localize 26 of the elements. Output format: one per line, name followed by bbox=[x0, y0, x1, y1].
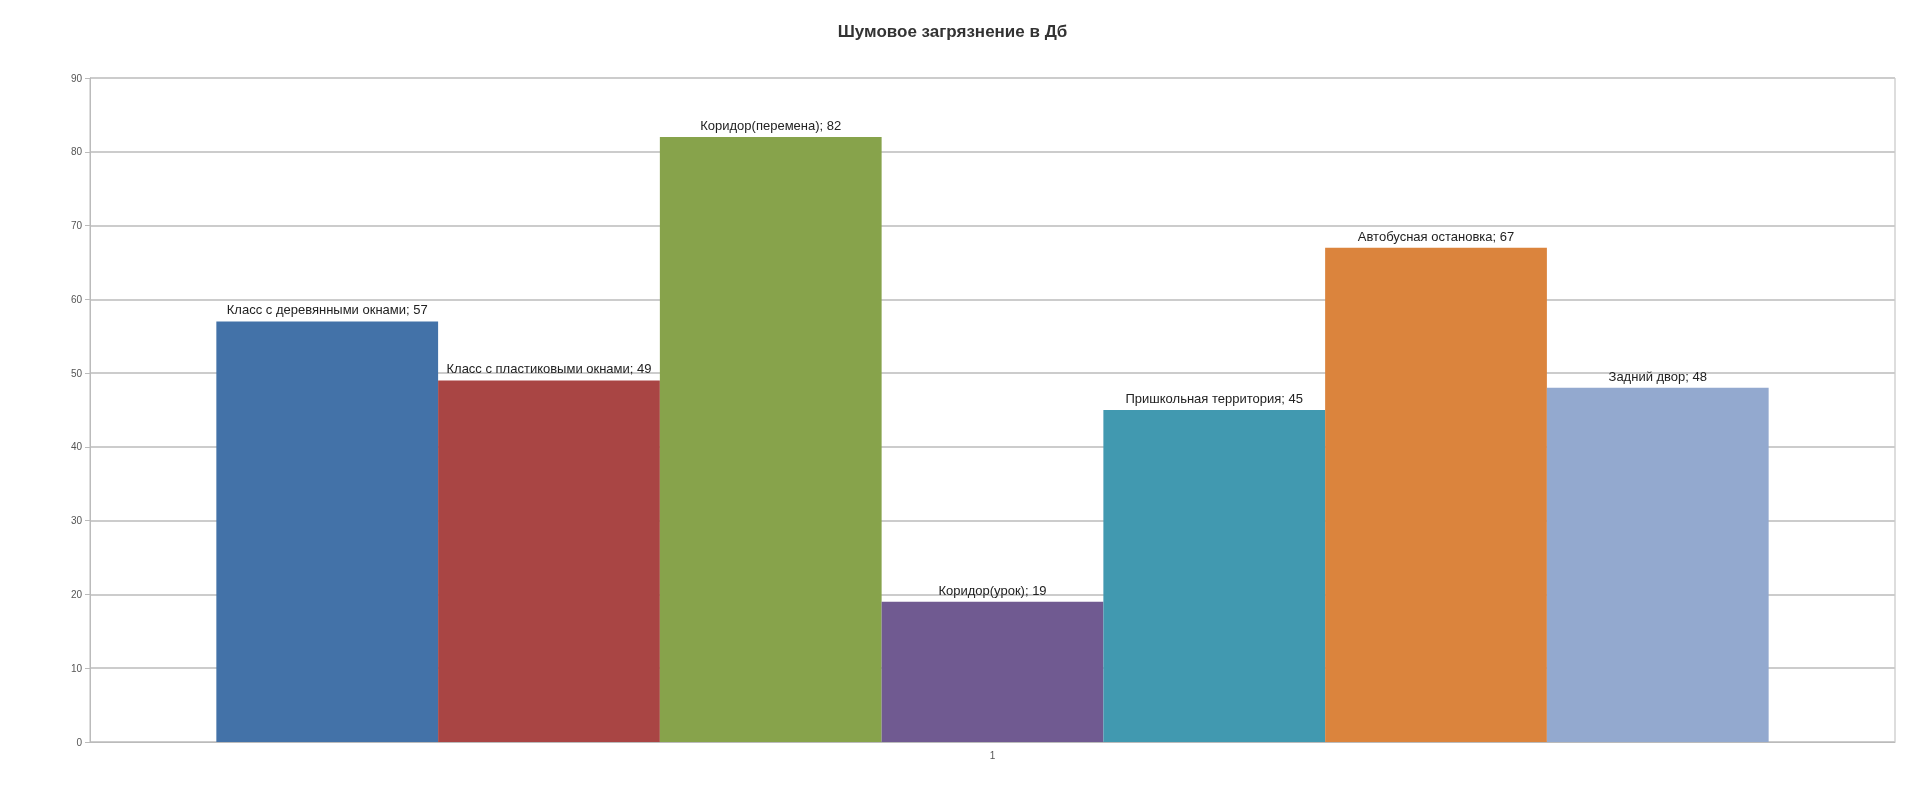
y-tick-label: 50 bbox=[70, 367, 83, 379]
y-tick-label: 60 bbox=[70, 293, 83, 305]
data-label: Пришкольная территория; 45 bbox=[1125, 391, 1303, 406]
data-label: Автобусная остановка; 67 bbox=[1357, 228, 1515, 244]
data-label: Коридор(перемена); 82 bbox=[700, 118, 842, 134]
bar bbox=[881, 601, 1104, 742]
x-tick-label: 1 bbox=[989, 749, 996, 761]
y-tick-label: 70 bbox=[70, 220, 83, 232]
bar bbox=[438, 380, 660, 742]
bar bbox=[1325, 247, 1547, 742]
bar bbox=[1103, 410, 1326, 742]
data-label: Класс с деревянными окнами; 57 bbox=[226, 302, 428, 318]
data-label: Коридор(урок); 19 bbox=[938, 582, 1047, 598]
data-label: Задний двор; 48 bbox=[1608, 368, 1708, 384]
bar bbox=[1546, 387, 1769, 742]
y-tick-label: 90 bbox=[70, 72, 83, 84]
y-tick-label: 0 bbox=[76, 736, 83, 748]
chart-title: Шумовое загрязнение в Дб bbox=[837, 22, 1068, 41]
y-tick-label: 20 bbox=[70, 588, 83, 600]
y-tick-label: 30 bbox=[70, 515, 83, 527]
data-label: Класс с пластиковыми окнами; 49 bbox=[446, 361, 652, 377]
y-tick-label: 40 bbox=[70, 441, 83, 453]
y-tick-label: 80 bbox=[70, 146, 83, 158]
bar bbox=[216, 321, 439, 742]
y-tick-label: 10 bbox=[70, 662, 83, 674]
bar bbox=[659, 137, 882, 742]
